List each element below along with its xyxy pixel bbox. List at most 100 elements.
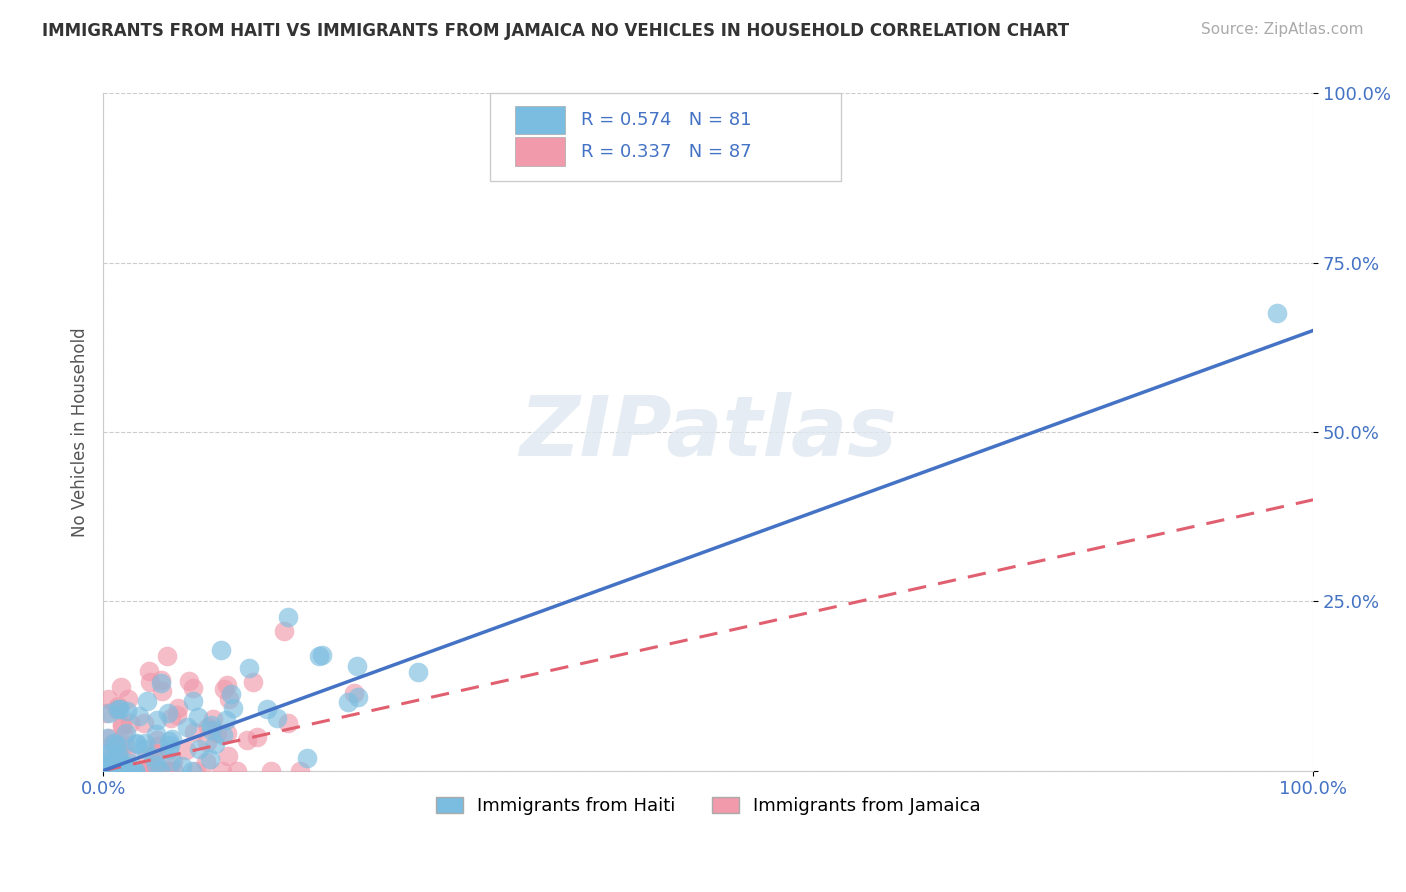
Point	[108, 764, 131, 778]
Point	[200, 752, 222, 766]
Point	[183, 681, 205, 695]
Point	[226, 764, 249, 778]
Point	[138, 664, 160, 678]
Point	[242, 674, 264, 689]
Point	[96, 747, 118, 762]
Point	[336, 695, 359, 709]
Point	[97, 731, 120, 746]
FancyBboxPatch shape	[491, 94, 841, 181]
Point	[98, 764, 121, 778]
Point	[97, 691, 120, 706]
Point	[111, 719, 134, 733]
Point	[246, 730, 269, 744]
Point	[107, 756, 129, 771]
Point	[97, 756, 120, 770]
Point	[107, 756, 129, 771]
Point	[94, 747, 117, 761]
Point	[217, 749, 239, 764]
Point	[103, 764, 125, 778]
Point	[127, 737, 149, 751]
Point	[117, 764, 139, 778]
Point	[97, 764, 120, 778]
Point	[157, 764, 180, 778]
Point	[181, 764, 204, 778]
Point	[107, 749, 129, 764]
Point	[346, 659, 368, 673]
Point	[157, 706, 180, 720]
Point	[101, 756, 124, 771]
Point	[162, 764, 184, 778]
Point	[214, 681, 236, 696]
Point	[160, 754, 183, 768]
Point	[122, 764, 145, 778]
Point	[187, 710, 209, 724]
Point	[308, 648, 330, 663]
Point	[200, 718, 222, 732]
Point	[136, 749, 159, 764]
Point	[103, 753, 125, 767]
Point	[101, 736, 124, 750]
Point	[103, 764, 125, 778]
Point	[150, 764, 173, 778]
Point	[149, 764, 172, 778]
Point	[97, 759, 120, 773]
Point	[215, 714, 238, 728]
Point	[142, 746, 165, 760]
Point	[215, 678, 238, 692]
Point	[162, 755, 184, 769]
Point	[134, 742, 156, 756]
Point	[124, 764, 146, 778]
Point	[195, 756, 218, 770]
Text: Source: ZipAtlas.com: Source: ZipAtlas.com	[1201, 22, 1364, 37]
Point	[170, 758, 193, 772]
Point	[183, 725, 205, 739]
Point	[152, 683, 174, 698]
Point	[149, 673, 172, 687]
Point	[187, 741, 209, 756]
Point	[195, 734, 218, 748]
Point	[101, 764, 124, 778]
Point	[148, 764, 170, 778]
Point	[107, 698, 129, 713]
Point	[97, 706, 120, 720]
Point	[114, 764, 136, 778]
Point	[117, 758, 139, 772]
Point	[94, 706, 117, 720]
Point	[238, 661, 260, 675]
Point	[202, 712, 225, 726]
FancyBboxPatch shape	[515, 105, 565, 134]
Point	[105, 738, 128, 752]
Point	[125, 736, 148, 750]
Point	[288, 764, 311, 778]
Point	[104, 764, 127, 778]
Text: IMMIGRANTS FROM HAITI VS IMMIGRANTS FROM JAMAICA NO VEHICLES IN HOUSEHOLD CORREL: IMMIGRANTS FROM HAITI VS IMMIGRANTS FROM…	[42, 22, 1070, 40]
Point	[277, 609, 299, 624]
Point	[115, 704, 138, 718]
Point	[212, 728, 235, 742]
Point	[218, 692, 240, 706]
Point	[107, 744, 129, 758]
Point	[343, 686, 366, 700]
Point	[107, 702, 129, 716]
Point	[273, 624, 295, 639]
Point	[207, 726, 229, 740]
Point	[209, 643, 232, 657]
Point	[222, 701, 245, 715]
Point	[129, 764, 152, 778]
Point	[94, 760, 117, 774]
Point	[136, 694, 159, 708]
Point	[156, 648, 179, 663]
Text: R = 0.574   N = 81: R = 0.574 N = 81	[581, 111, 752, 128]
Point	[128, 708, 150, 723]
Point	[215, 726, 238, 740]
Point	[110, 702, 132, 716]
Point	[104, 764, 127, 778]
Point	[266, 711, 288, 725]
Point	[118, 764, 141, 778]
FancyBboxPatch shape	[515, 137, 565, 166]
Point	[108, 764, 131, 778]
Point	[120, 756, 142, 770]
Point	[94, 764, 117, 778]
Y-axis label: No Vehicles in Household: No Vehicles in Household	[72, 327, 89, 537]
Point	[111, 717, 134, 731]
